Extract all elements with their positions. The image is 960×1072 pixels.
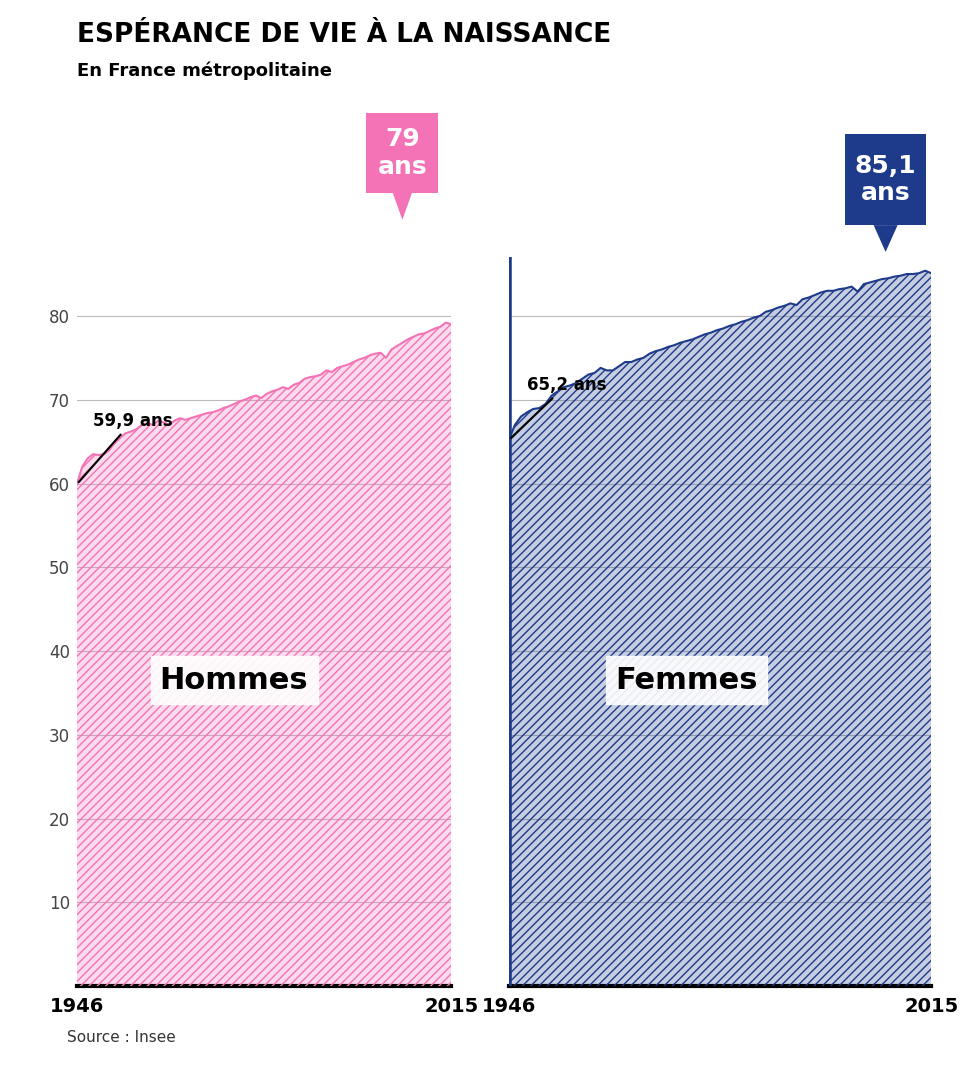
Text: 79
ans: 79 ans [377,126,427,179]
Text: 65,2 ans: 65,2 ans [511,375,607,438]
Text: 59,9 ans: 59,9 ans [79,412,173,482]
Text: Source : Insee: Source : Insee [67,1030,176,1045]
Text: ESPÉRANCE DE VIE À LA NAISSANCE: ESPÉRANCE DE VIE À LA NAISSANCE [77,23,612,48]
Text: En France métropolitaine: En France métropolitaine [77,62,332,80]
Text: Hommes: Hommes [159,666,308,695]
Text: 85,1
ans: 85,1 ans [854,153,917,206]
Text: Femmes: Femmes [615,666,757,695]
